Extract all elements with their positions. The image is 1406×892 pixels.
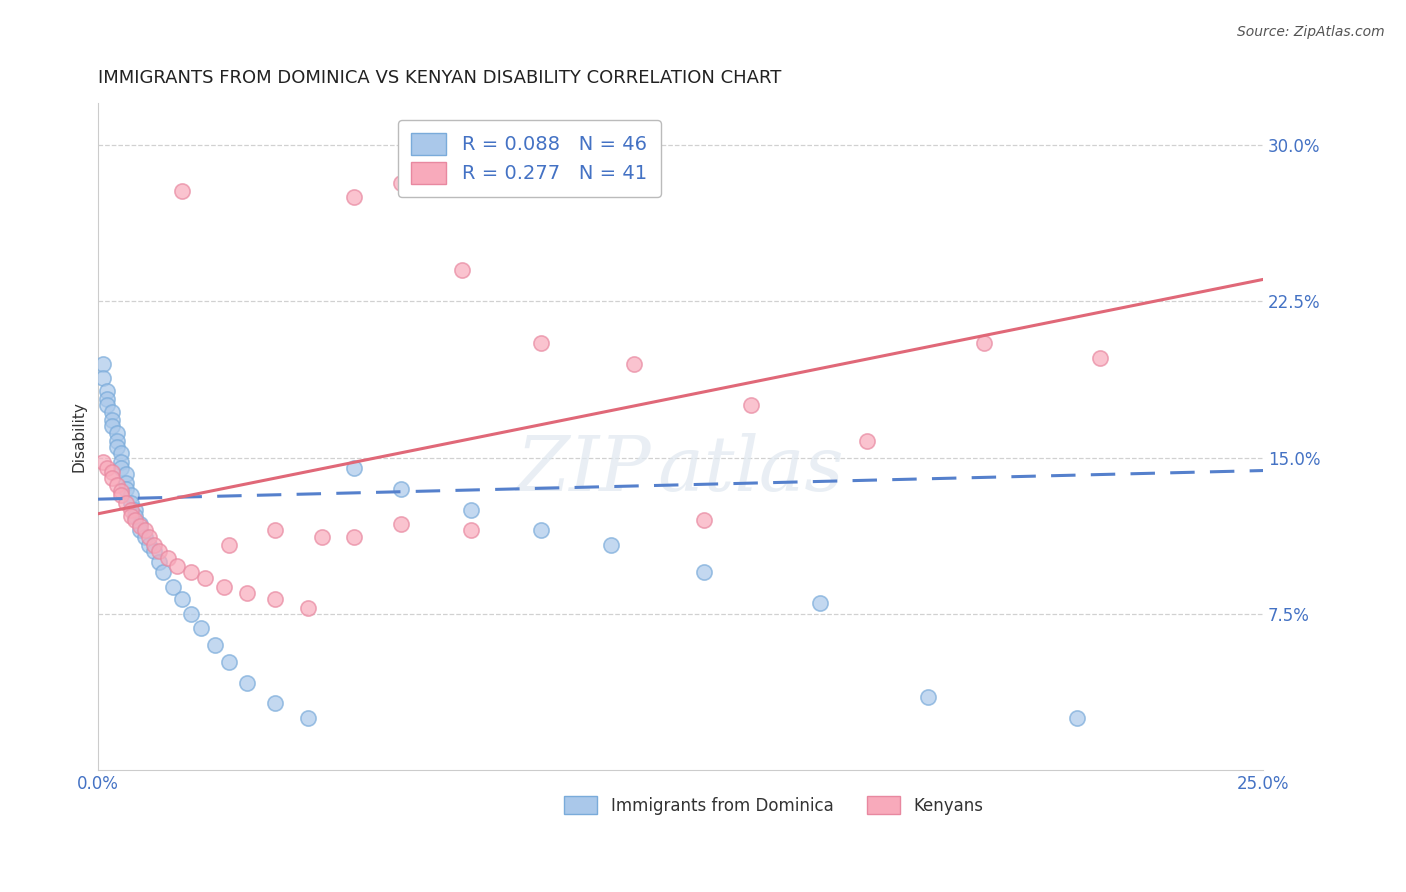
Point — [143, 538, 166, 552]
Text: IMMIGRANTS FROM DOMINICA VS KENYAN DISABILITY CORRELATION CHART: IMMIGRANTS FROM DOMINICA VS KENYAN DISAB… — [98, 69, 782, 87]
Text: ZIP atlas: ZIP atlas — [517, 433, 845, 507]
Point — [152, 565, 174, 579]
Point — [190, 621, 212, 635]
Point — [236, 675, 259, 690]
Point — [96, 461, 118, 475]
Point — [124, 508, 146, 523]
Point — [129, 519, 152, 533]
Point — [1088, 351, 1111, 365]
Point — [180, 607, 202, 621]
Point — [599, 538, 621, 552]
Point — [138, 538, 160, 552]
Point — [134, 530, 156, 544]
Point — [138, 530, 160, 544]
Point — [148, 544, 170, 558]
Point — [96, 399, 118, 413]
Point — [166, 558, 188, 573]
Point — [810, 596, 832, 610]
Point — [389, 482, 412, 496]
Point — [124, 502, 146, 516]
Point — [110, 483, 132, 498]
Point — [740, 399, 762, 413]
Point — [623, 357, 645, 371]
Point — [236, 586, 259, 600]
Point — [297, 711, 319, 725]
Point — [530, 335, 553, 350]
Point — [115, 482, 138, 496]
Point — [105, 434, 128, 448]
Point — [218, 538, 240, 552]
Point — [96, 392, 118, 407]
Point — [96, 384, 118, 398]
Point — [120, 502, 142, 516]
Point — [856, 434, 879, 448]
Point — [343, 190, 366, 204]
Point — [91, 357, 114, 371]
Point — [343, 530, 366, 544]
Point — [110, 446, 132, 460]
Point — [264, 592, 287, 607]
Point — [115, 467, 138, 482]
Point — [264, 524, 287, 538]
Point — [105, 440, 128, 454]
Point — [148, 555, 170, 569]
Point — [218, 655, 240, 669]
Point — [129, 524, 152, 538]
Point — [101, 419, 124, 434]
Point — [460, 502, 482, 516]
Point — [101, 471, 124, 485]
Point — [91, 371, 114, 385]
Point — [180, 565, 202, 579]
Point — [91, 455, 114, 469]
Point — [110, 461, 132, 475]
Point — [194, 571, 217, 585]
Point — [170, 592, 193, 607]
Point — [110, 488, 132, 502]
Point — [264, 696, 287, 710]
Point — [297, 600, 319, 615]
Point — [973, 335, 995, 350]
Point — [105, 425, 128, 440]
Point — [134, 524, 156, 538]
Point — [124, 513, 146, 527]
Point — [460, 524, 482, 538]
Point — [343, 461, 366, 475]
Point — [311, 530, 333, 544]
Text: Source: ZipAtlas.com: Source: ZipAtlas.com — [1237, 25, 1385, 39]
Point — [110, 455, 132, 469]
Point — [450, 263, 472, 277]
Point — [120, 488, 142, 502]
Point — [101, 465, 124, 479]
Y-axis label: Disability: Disability — [72, 401, 86, 472]
Legend: Immigrants from Dominica, Kenyans: Immigrants from Dominica, Kenyans — [557, 789, 990, 822]
Point — [693, 565, 716, 579]
Point — [389, 176, 412, 190]
Point — [120, 508, 142, 523]
Point — [129, 517, 152, 532]
Point — [530, 524, 553, 538]
Point — [1066, 711, 1088, 725]
Point — [115, 496, 138, 510]
Point — [389, 517, 412, 532]
Point — [115, 475, 138, 490]
Point — [101, 405, 124, 419]
Point — [204, 638, 226, 652]
Point — [120, 496, 142, 510]
Point — [105, 477, 128, 491]
Point — [162, 580, 184, 594]
Point — [693, 513, 716, 527]
Point — [170, 184, 193, 198]
Point — [212, 580, 235, 594]
Point — [917, 690, 939, 704]
Point — [101, 413, 124, 427]
Point — [156, 550, 179, 565]
Point — [143, 544, 166, 558]
